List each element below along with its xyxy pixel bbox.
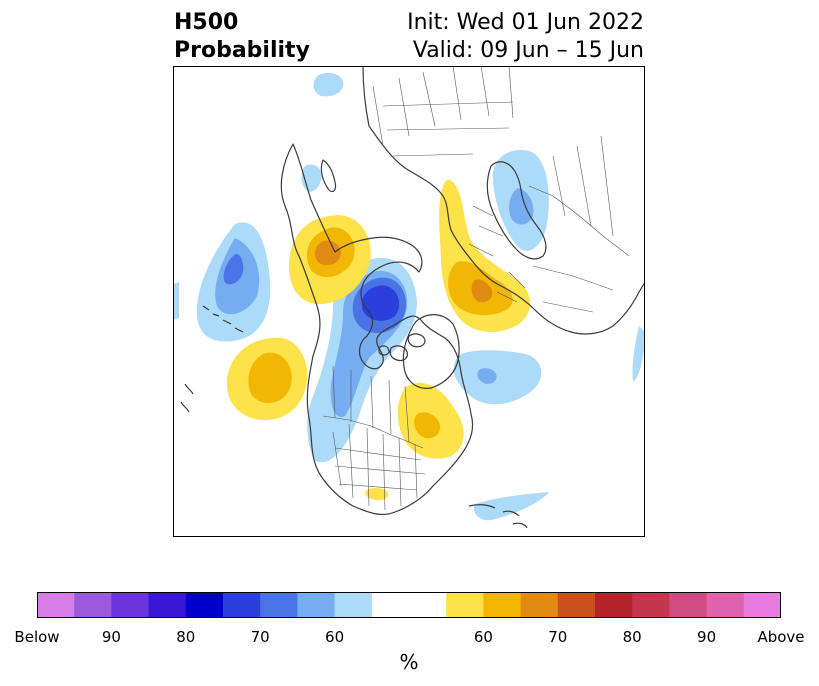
below-region-europe-mid — [509, 188, 534, 225]
us-canada-border — [322, 415, 424, 449]
map-border — [173, 66, 645, 537]
colorbar-bin — [743, 592, 781, 618]
colorbar-tick-label: 80 — [622, 628, 642, 646]
north-america-coast — [280, 143, 474, 516]
aleutian-islands — [202, 305, 244, 333]
below-region-east-edge — [632, 326, 645, 382]
probability-map — [173, 66, 645, 537]
colorbar-bin — [632, 592, 670, 618]
below-region-atlantic-outer — [453, 350, 542, 405]
colorbar-tick-label: 60 — [473, 628, 493, 646]
colorbar-tick-label: 90 — [101, 628, 121, 646]
valid-range: Valid: 09 Jun – 15 Jun — [412, 38, 644, 63]
above-region-usa-mid — [414, 412, 441, 439]
eurasia-coast — [362, 66, 645, 335]
above-region-siberia-core — [315, 240, 341, 266]
colorbar-bin — [111, 592, 150, 618]
russia-regions — [372, 66, 514, 157]
colorbar-unit: % — [399, 650, 419, 674]
colorbar — [37, 592, 781, 618]
colorbar-bin — [409, 592, 447, 618]
below-normal-anomalies — [173, 72, 645, 521]
colorbar-tick-label: 90 — [697, 628, 717, 646]
scandinavia-coast — [486, 161, 547, 260]
europe-borders — [468, 205, 526, 303]
colorbar-tick-label: Below — [14, 628, 60, 646]
title-line-1: H500 — [174, 10, 239, 35]
colorbar-bin — [557, 592, 596, 618]
colorbar-bin — [706, 592, 745, 618]
above-normal-anomalies — [226, 179, 531, 501]
below-region-canada-core — [361, 285, 400, 321]
arctic-islands — [378, 333, 426, 362]
below-region-pacific-core — [223, 254, 244, 285]
political-borders — [322, 66, 630, 511]
date-info: Init: Wed 01 Jun 2022 Valid: 09 Jun – 15… — [407, 9, 644, 65]
above-region-scandinavia-core — [471, 279, 493, 303]
colorbar-bin — [371, 592, 410, 618]
map-title: H500 Probability — [174, 9, 310, 65]
colorbar-bin — [185, 592, 224, 618]
us-state-borders — [332, 423, 426, 511]
asia-borders — [528, 135, 630, 313]
colorbar-bin — [260, 592, 298, 618]
colorbar-frame — [37, 592, 781, 618]
colorbar-bin — [37, 592, 75, 618]
colorbar-bin — [483, 592, 522, 618]
coastlines — [180, 66, 645, 529]
below-region-alaska-north — [313, 72, 344, 97]
above-region-pacific-mid — [248, 352, 292, 403]
colorbar-bin — [297, 592, 336, 618]
below-region-atlantic-core — [477, 368, 497, 384]
colorbar-tick-label: 70 — [548, 628, 568, 646]
pacific-islands — [180, 383, 194, 413]
colorbar-bin — [446, 592, 484, 618]
greenland-coast — [402, 314, 460, 389]
colorbar-bin — [74, 592, 112, 618]
colorbar-tick-label: 70 — [250, 628, 270, 646]
below-region-gulf — [473, 492, 549, 521]
above-region-mexico — [365, 488, 389, 501]
japan-coast — [320, 159, 337, 193]
colorbar-bin — [669, 592, 708, 618]
caribbean-islands — [468, 504, 528, 529]
colorbar-tick-label: 60 — [325, 628, 345, 646]
init-date: Init: Wed 01 Jun 2022 — [407, 10, 644, 35]
colorbar-bin — [223, 592, 261, 618]
colorbar-tick-label: Above — [757, 628, 805, 646]
colorbar-bin — [148, 592, 187, 618]
below-region-west-edge — [173, 282, 179, 320]
canada-provinces — [332, 365, 410, 443]
colorbar-bin — [520, 592, 559, 618]
colorbar-bin — [334, 592, 373, 618]
colorbar-tick-label: 80 — [176, 628, 196, 646]
title-line-2: Probability — [174, 38, 310, 63]
colorbar-bin — [595, 592, 633, 618]
